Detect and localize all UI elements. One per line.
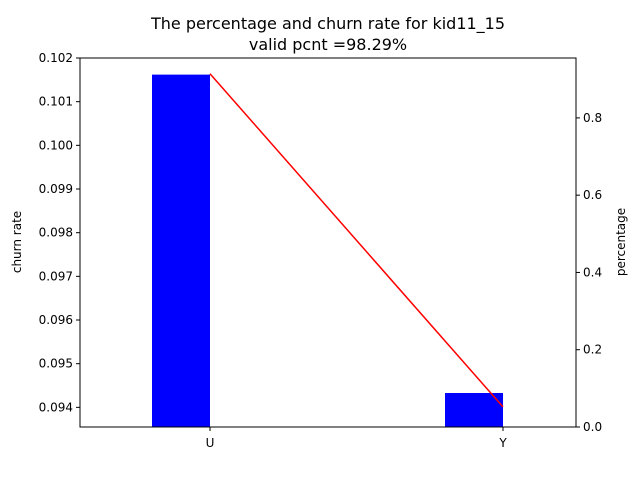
left-tick-label: 0.094 — [39, 400, 73, 414]
left-tick-label: 0.101 — [39, 95, 73, 109]
left-tick-label: 0.096 — [39, 313, 73, 327]
left-tick-label: 0.100 — [39, 138, 73, 152]
right-tick-label: 0.0 — [583, 420, 602, 434]
right-tick-label: 0.2 — [583, 343, 602, 357]
right-tick-label: 0.8 — [583, 111, 602, 125]
churn-rate-line — [209, 73, 504, 408]
bar-series — [152, 74, 503, 428]
left-axis-label: churn rate — [10, 211, 24, 273]
right-tick-label: 0.4 — [583, 265, 602, 279]
chart-title-line1: The percentage and churn rate for kid11_… — [150, 14, 505, 34]
left-tick-label: 0.095 — [39, 357, 73, 371]
left-axis-ticks: 0.094 0.095 0.096 0.097 0.098 0.099 0.100 0.101… — [39, 51, 80, 414]
bar-Y — [445, 392, 503, 427]
right-axis-ticks: 0.0 0.2 0.4 0.6 0.8 — [576, 111, 602, 434]
left-tick-label: 0.102 — [39, 51, 73, 65]
x-tick-label: U — [206, 436, 215, 450]
right-tick-label: 0.6 — [583, 188, 602, 202]
x-tick-label: Y — [498, 436, 507, 450]
plot-frame — [79, 57, 577, 428]
bar-U — [152, 74, 210, 428]
left-tick-label: 0.097 — [39, 269, 73, 283]
left-tick-label: 0.098 — [39, 226, 73, 240]
left-tick-label: 0.099 — [39, 182, 73, 196]
line-series — [209, 73, 504, 408]
chart-title-line2: valid pcnt =98.29% — [249, 35, 407, 54]
right-axis-label: percentage — [614, 208, 628, 276]
